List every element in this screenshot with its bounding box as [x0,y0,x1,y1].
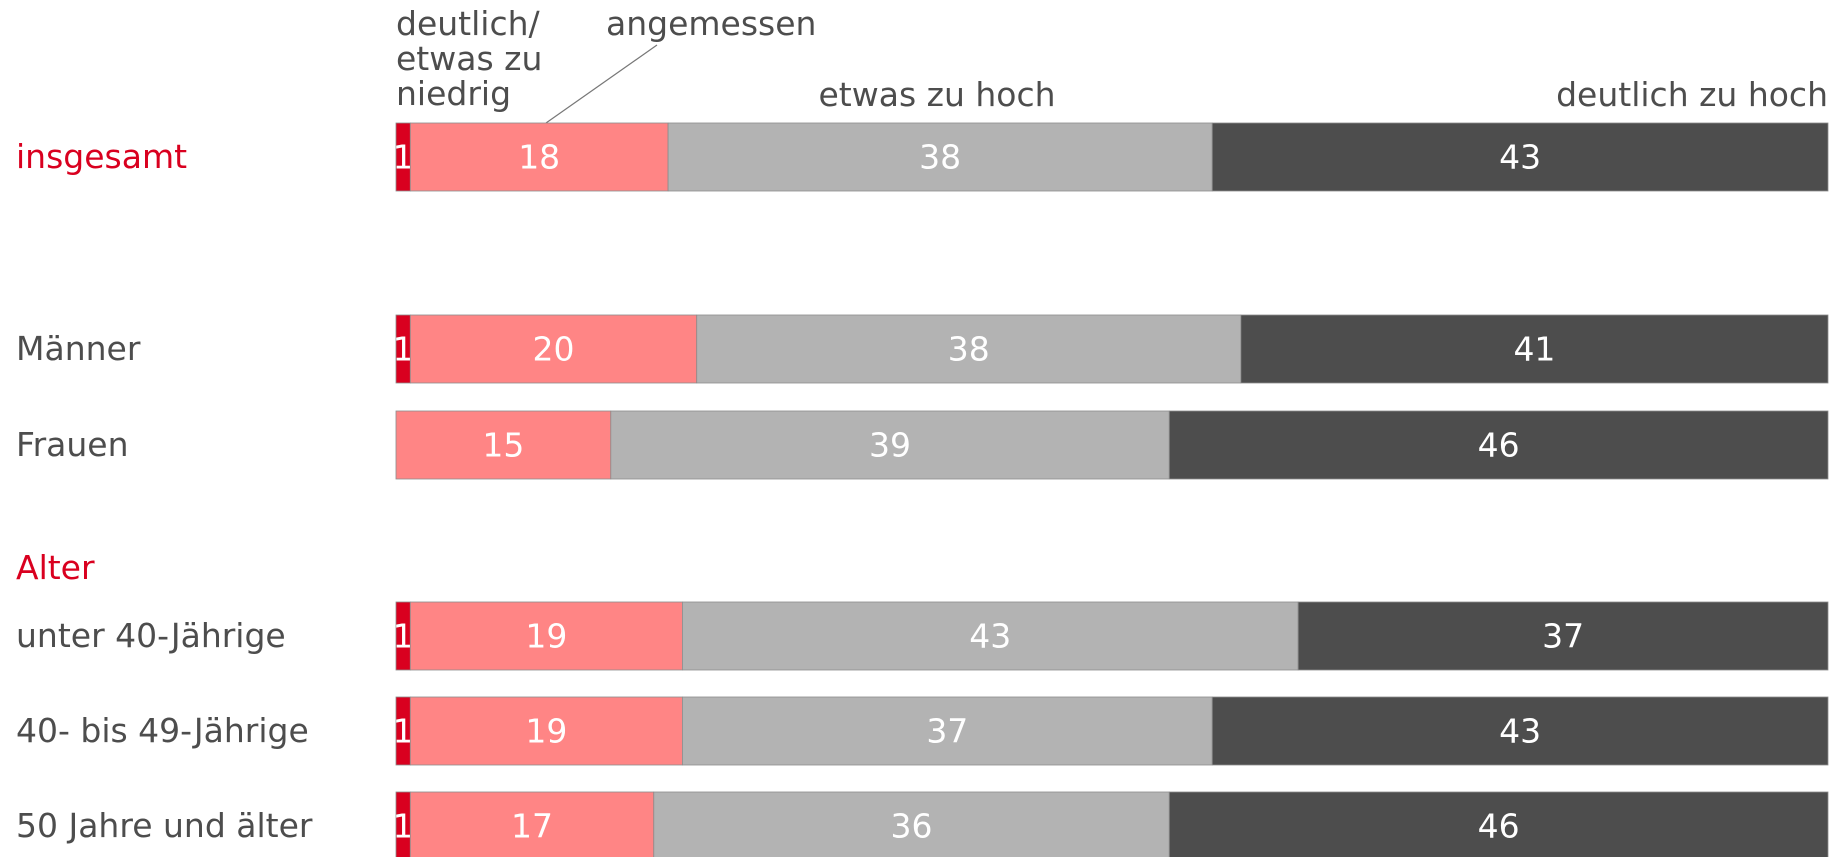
bar-segment [409,601,683,671]
value-label: 43 [1499,712,1541,751]
value-label: 36 [891,807,933,846]
row-label: 50 Jahre und älter [16,806,313,845]
value-label: 37 [926,712,968,751]
value-label: 1 [393,712,414,751]
value-label: 15 [482,426,524,465]
value-label: 43 [969,617,1011,656]
bar-segment [409,314,698,384]
value-label: 19 [525,712,567,751]
bar-segment [682,696,1213,766]
legend-label: deutlich zu hoch [1556,75,1828,114]
row-label: unter 40-Jährige [16,616,286,655]
bar-segment [1168,791,1829,857]
value-label: 38 [919,138,961,177]
bar-segment [696,314,1242,384]
bar-segment [610,410,1170,480]
value-label: 46 [1478,426,1520,465]
row-label: insgesamt [16,137,188,176]
legend-label: angemessen [606,4,817,43]
row-label: 40- bis 49-Jährige [16,711,309,750]
value-label: 1 [393,617,414,656]
bar-segment [409,122,669,192]
row-label: Frauen [16,425,129,464]
value-label: 46 [1478,807,1520,846]
bar-segment [1211,696,1829,766]
value-label: 20 [533,330,575,369]
value-label: 43 [1499,138,1541,177]
bar-segment [1297,601,1829,671]
bar-segment [682,601,1299,671]
value-label: 1 [393,807,414,846]
bar-segment [653,791,1170,857]
value-label: 17 [511,807,553,846]
value-label: 18 [518,138,560,177]
value-label: 1 [393,138,414,177]
legend-label: deutlich/ etwas zu niedrig [396,4,543,113]
bar-segment [409,791,655,857]
group-label: Alter [16,548,95,587]
bar-segment [1168,410,1829,480]
bar-segment [409,696,683,766]
bar-segment [395,410,612,480]
bar-segment [1211,122,1829,192]
value-label: 38 [948,330,990,369]
value-label: 37 [1542,617,1584,656]
bar-segment [667,122,1213,192]
row-label: Männer [16,329,141,368]
leader-line [545,44,658,124]
legend-label: etwas zu hoch [818,75,1056,114]
value-label: 39 [869,426,911,465]
value-label: 1 [393,330,414,369]
bar-segment [1240,314,1829,384]
value-label: 41 [1513,330,1555,369]
value-label: 19 [525,617,567,656]
